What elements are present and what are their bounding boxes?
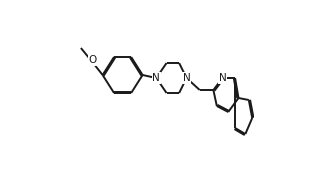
Text: N: N bbox=[183, 73, 191, 83]
Text: N: N bbox=[219, 73, 226, 83]
Text: N: N bbox=[152, 73, 160, 83]
Text: O: O bbox=[88, 55, 97, 65]
